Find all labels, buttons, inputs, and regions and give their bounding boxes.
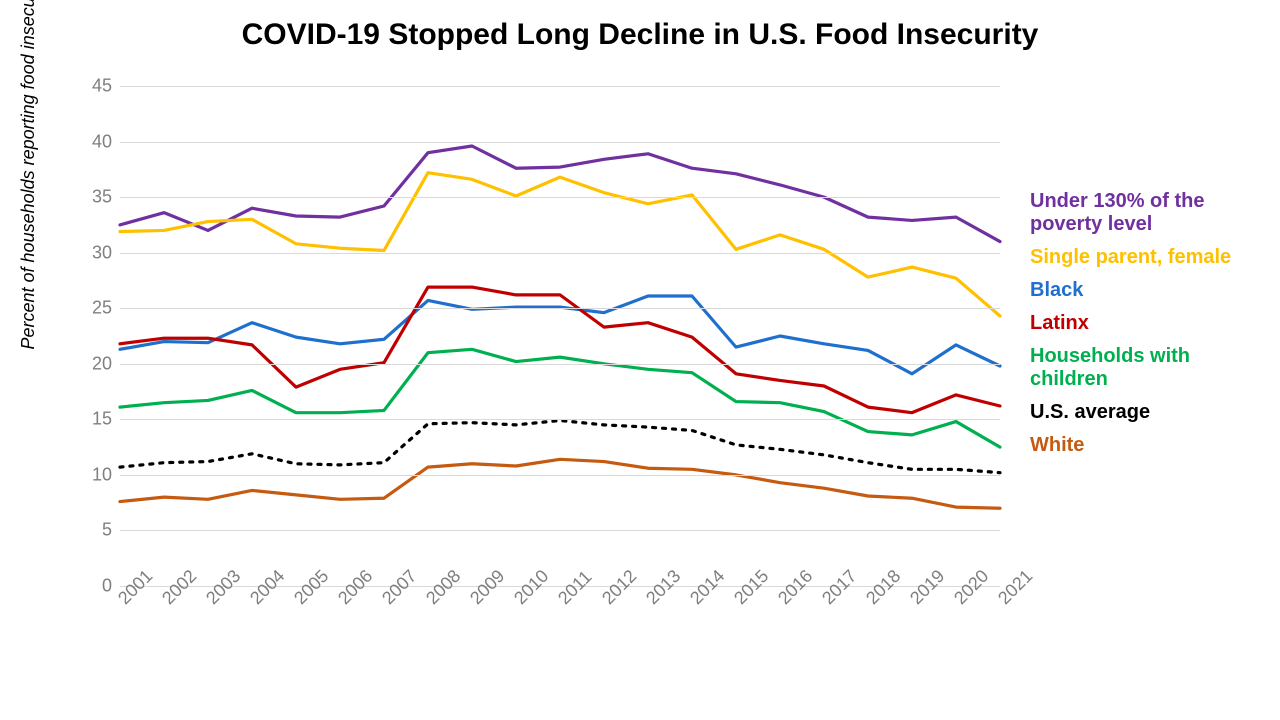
legend-item-latinx: Latinx bbox=[1030, 312, 1260, 335]
y-axis-label: Percent of households reporting food ins… bbox=[18, 0, 39, 350]
gridline bbox=[120, 308, 1000, 309]
gridline bbox=[120, 530, 1000, 531]
y-tick: 10 bbox=[92, 464, 120, 485]
gridline bbox=[120, 86, 1000, 87]
y-tick: 45 bbox=[92, 76, 120, 97]
gridline bbox=[120, 475, 1000, 476]
chart-root: COVID-19 Stopped Long Decline in U.S. Fo… bbox=[0, 0, 1280, 720]
y-tick: 15 bbox=[92, 409, 120, 430]
gridline bbox=[120, 364, 1000, 365]
legend-item-children: Households with children bbox=[1030, 345, 1260, 391]
series-white bbox=[120, 459, 1000, 508]
legend: Under 130% of the poverty level Single pa… bbox=[1030, 190, 1260, 467]
series-usavg bbox=[120, 420, 1000, 472]
legend-item-usavg: U.S. average bbox=[1030, 401, 1260, 424]
chart-title: COVID-19 Stopped Long Decline in U.S. Fo… bbox=[0, 18, 1280, 52]
gridline bbox=[120, 253, 1000, 254]
y-tick: 30 bbox=[92, 242, 120, 263]
gridline bbox=[120, 419, 1000, 420]
y-tick: 40 bbox=[92, 131, 120, 152]
legend-item-singleparent: Single parent, female bbox=[1030, 246, 1260, 269]
y-tick: 25 bbox=[92, 298, 120, 319]
legend-item-white: White bbox=[1030, 434, 1260, 457]
y-tick: 5 bbox=[102, 520, 120, 541]
chart-lines bbox=[120, 86, 1000, 586]
plot-area: 0510152025303540452001200220032004200520… bbox=[120, 86, 1000, 586]
y-tick: 35 bbox=[92, 187, 120, 208]
series-under130 bbox=[120, 146, 1000, 242]
gridline bbox=[120, 197, 1000, 198]
gridline bbox=[120, 142, 1000, 143]
y-tick: 20 bbox=[92, 353, 120, 374]
legend-item-under130: Under 130% of the poverty level bbox=[1030, 190, 1260, 236]
legend-item-black: Black bbox=[1030, 279, 1260, 302]
x-tick: 2021 bbox=[994, 566, 1037, 609]
